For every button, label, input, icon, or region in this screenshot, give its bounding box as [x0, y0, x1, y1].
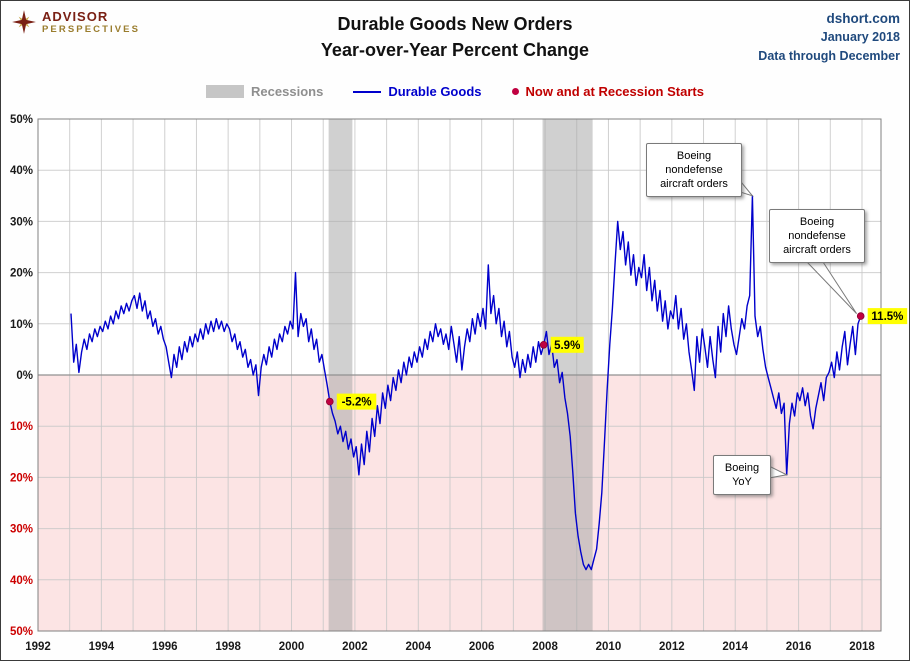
legend-item-durable-goods: Durable Goods [353, 84, 482, 99]
negative-region [38, 375, 881, 631]
y-tick-label: 20% [10, 472, 33, 484]
advisor-perspectives-logo: ADVISOR PERSPECTIVES [11, 9, 140, 35]
annotation-boeing-2014: Boeing nondefense aircraft orders [646, 143, 742, 197]
x-tick-label: 2010 [596, 641, 622, 653]
annotation-line: nondefense [665, 164, 723, 176]
x-tick-label: 2016 [786, 641, 812, 653]
marker-label-bg [550, 336, 584, 353]
source-note: Data through December [758, 49, 900, 63]
y-tick-label: 0% [16, 370, 33, 382]
x-tick-label: 2012 [659, 641, 685, 653]
x-tick-label: 2000 [279, 641, 305, 653]
source-date: January 2018 [820, 30, 900, 44]
x-tick-label: 2018 [849, 641, 875, 653]
source-site: dshort.com [826, 11, 900, 26]
durable-goods-line [70, 195, 862, 571]
y-tick-label: 40% [10, 575, 33, 587]
dot-swatch [511, 88, 519, 95]
legend-markers-label: Now and at Recession Starts [525, 84, 704, 99]
marker-label: 11.5% [871, 311, 903, 323]
x-tick-label: 2004 [406, 641, 432, 653]
chart-legend: Recessions Durable Goods Now and at Rece… [1, 84, 909, 99]
y-tick-label: 20% [10, 268, 33, 280]
marker-dot [856, 312, 865, 320]
marker-label: 5.9% [554, 340, 580, 352]
line-swatch [353, 90, 382, 93]
marker-label-bg [867, 308, 908, 325]
x-tick-label: 2002 [342, 641, 368, 653]
y-tick-label: 50% [10, 626, 33, 638]
annotation-line: Boeing [676, 150, 712, 162]
y-tick-label: 10% [10, 319, 33, 331]
x-tick-label: 2008 [532, 641, 558, 653]
x-tick-label: 2014 [722, 641, 748, 653]
annotation-line: aircraft orders [660, 178, 728, 190]
marker-dot [539, 340, 548, 349]
annotation-line: nondefense [788, 230, 846, 242]
recession-swatch [206, 85, 245, 98]
y-tick-label: 10% [10, 421, 33, 433]
marker-label-bg [336, 393, 377, 410]
x-tick-label: 2006 [469, 641, 495, 653]
x-tick-label: 1992 [25, 641, 51, 653]
legend-series-label: Durable Goods [388, 84, 482, 99]
marker-label: -5.2% [342, 397, 372, 409]
source-block: dshort.com January 2018 Data through Dec… [758, 9, 900, 66]
x-tick-label: 1998 [215, 641, 241, 653]
y-tick-label: 30% [10, 524, 33, 536]
y-tick-label: 30% [10, 216, 33, 228]
annotation-line: Boeing [724, 462, 760, 474]
legend-item-markers: Now and at Recession Starts [511, 84, 704, 99]
annotation-boeing-yoy: Boeing YoY [713, 455, 771, 495]
annotation-line: aircraft orders [783, 244, 851, 256]
plot-border [37, 118, 882, 632]
annotation-line: YoY [732, 476, 752, 488]
y-tick-label: 50% [10, 114, 33, 126]
logo-advisor: ADVISOR [42, 9, 109, 24]
x-tick-label: 1996 [152, 641, 178, 653]
compass-icon [12, 10, 36, 34]
annotation-line: Boeing [799, 216, 835, 228]
legend-item-recessions: Recessions [206, 84, 323, 99]
y-tick-label: 40% [10, 165, 33, 177]
legend-recessions-label: Recessions [251, 84, 324, 99]
logo-text: ADVISOR PERSPECTIVES [42, 9, 140, 35]
annotation-boeing-2017: Boeing nondefense aircraft orders [769, 209, 865, 263]
marker-dot [325, 397, 334, 406]
logo-perspectives: PERSPECTIVES [42, 24, 141, 35]
x-tick-label: 1994 [89, 641, 115, 653]
